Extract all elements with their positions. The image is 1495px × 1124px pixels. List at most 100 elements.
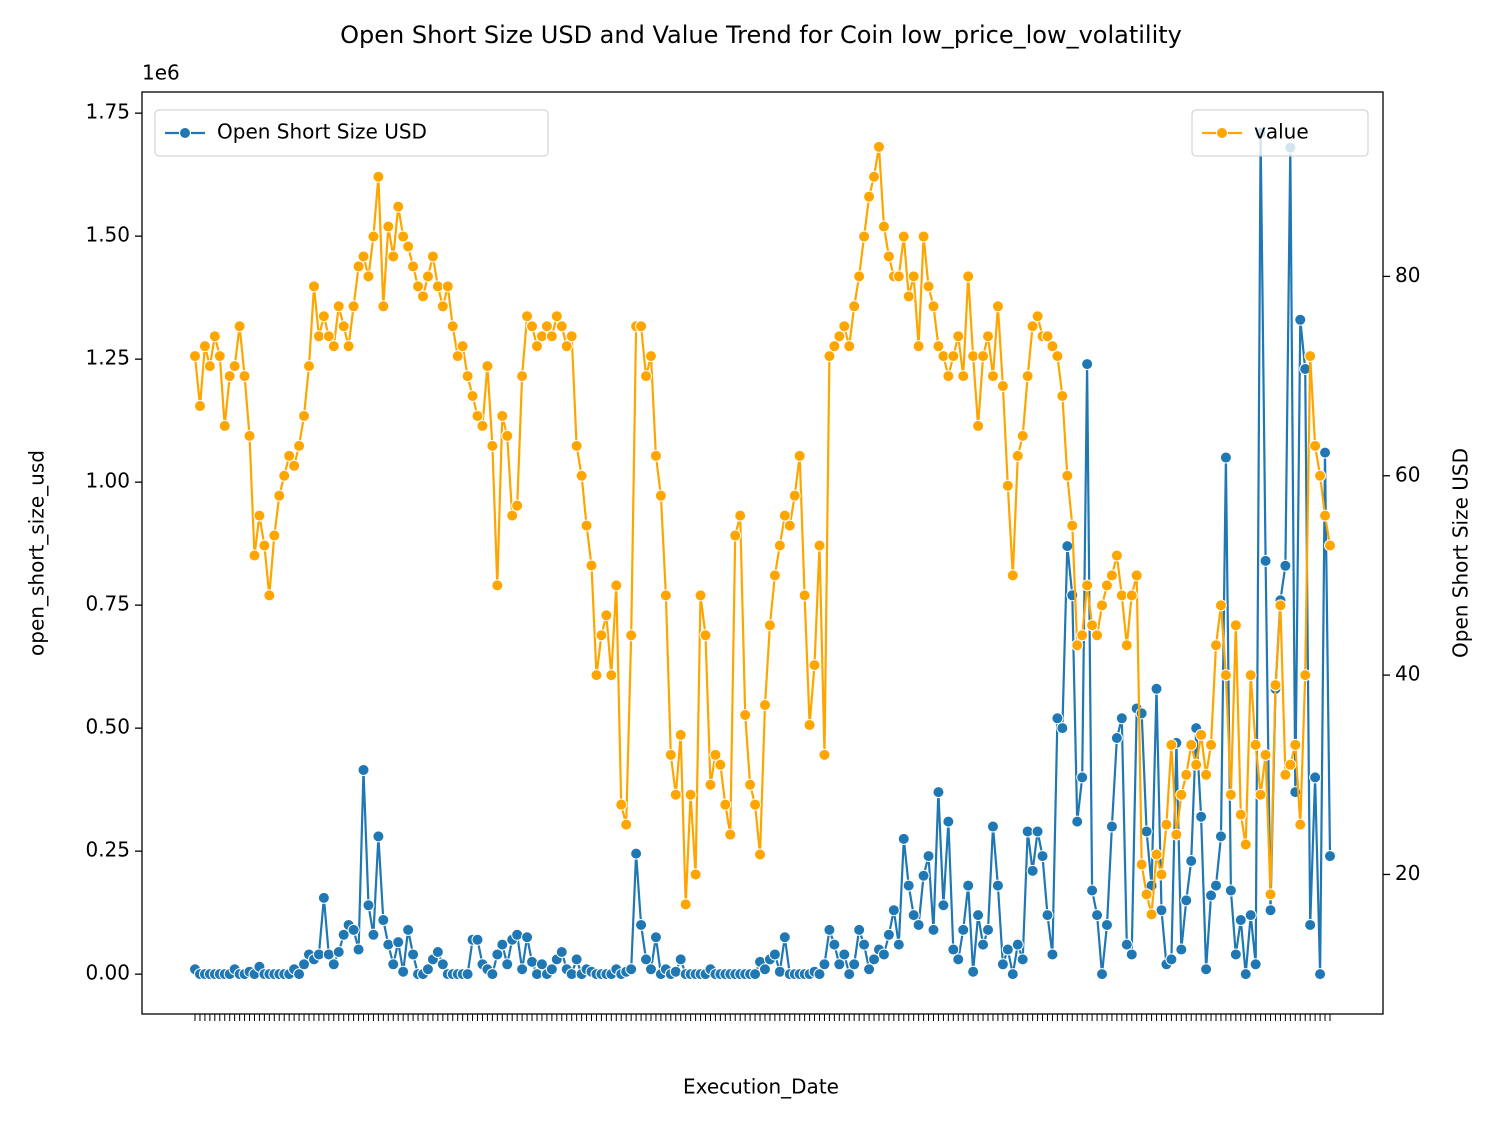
data-point (1096, 599, 1109, 612)
data-point (897, 832, 910, 845)
data-point (511, 499, 524, 512)
data-point (858, 230, 871, 243)
data-point (1125, 948, 1138, 961)
data-point (1125, 589, 1138, 602)
data-point (1314, 968, 1327, 981)
data-point (630, 847, 643, 860)
data-point (902, 879, 915, 892)
data-point (620, 818, 633, 831)
data-point (362, 899, 375, 912)
data-point (213, 350, 226, 363)
data-point (1324, 850, 1336, 863)
data-point (982, 330, 995, 343)
data-point (749, 798, 762, 811)
data-point (1016, 429, 1029, 442)
data-point (635, 320, 648, 333)
data-point (887, 904, 900, 917)
data-point (763, 619, 776, 632)
data-point (947, 350, 960, 363)
data-point (1021, 825, 1034, 838)
data-point (1120, 639, 1133, 652)
y-tick-label: 1.00 (85, 469, 130, 493)
data-point (882, 250, 895, 263)
data-point (550, 310, 563, 323)
y-tick-label: 0.50 (85, 715, 130, 739)
data-point (1001, 943, 1014, 956)
data-point (402, 923, 415, 936)
data-point (922, 850, 935, 863)
data-point (689, 868, 702, 881)
data-point (1244, 669, 1257, 682)
data-point (362, 270, 375, 283)
data-point (397, 965, 410, 978)
data-point (922, 280, 935, 293)
data-point (1086, 619, 1099, 632)
y-tick-label: 1.50 (85, 223, 130, 247)
data-point (526, 320, 539, 333)
data-point (1135, 858, 1148, 871)
data-point (778, 509, 791, 522)
data-point (798, 589, 811, 602)
data-point (347, 923, 360, 936)
y-offset-label: 1e6 (142, 61, 180, 85)
data-point (1319, 446, 1332, 459)
data-point (535, 330, 548, 343)
data-point (803, 718, 816, 731)
chart-title: Open Short Size USD and Value Trend for … (340, 21, 1182, 49)
data-point (441, 280, 454, 293)
legend-marker (1216, 127, 1228, 139)
data-point (758, 963, 771, 976)
data-point (426, 250, 439, 263)
data-point (347, 300, 360, 313)
data-point (1081, 358, 1094, 371)
data-point (917, 869, 930, 882)
data-point (1324, 539, 1336, 552)
data-point (833, 330, 846, 343)
data-point (1021, 370, 1034, 383)
data-point (1110, 549, 1123, 562)
data-point (575, 469, 588, 482)
y2-tick-label: 40 (1395, 662, 1420, 686)
data-point (937, 350, 950, 363)
data-point (1086, 884, 1099, 897)
y-axis-label: open_short_size_usd (25, 450, 49, 656)
data-point (298, 409, 311, 422)
data-point (709, 748, 722, 761)
data-point (392, 200, 405, 213)
data-point (907, 909, 920, 922)
data-point (412, 280, 425, 293)
data-point (545, 963, 558, 976)
data-point (986, 820, 999, 833)
data-point (1056, 390, 1069, 403)
data-point (1304, 918, 1317, 931)
data-point (1200, 768, 1213, 781)
data-point (1264, 904, 1277, 917)
data-point (996, 958, 1009, 971)
data-point (729, 529, 742, 542)
data-point (1011, 449, 1024, 462)
data-point (1249, 958, 1262, 971)
data-point (506, 509, 519, 522)
data-point (778, 931, 791, 944)
data-point (977, 938, 990, 951)
y2-tick-label: 20 (1395, 861, 1420, 885)
legend-label: value (1254, 120, 1309, 144)
data-point (352, 943, 365, 956)
data-point (1115, 712, 1128, 725)
data-point (694, 589, 707, 602)
data-point (560, 340, 573, 353)
data-point (937, 899, 950, 912)
data-point (327, 958, 340, 971)
data-point (996, 380, 1009, 393)
data-point (669, 788, 682, 801)
data-point (754, 848, 767, 861)
data-point (570, 953, 583, 966)
data-point (863, 963, 876, 976)
data-point (293, 968, 306, 981)
data-point (1229, 619, 1242, 632)
data-point (565, 968, 578, 981)
data-point (189, 350, 201, 363)
data-point (322, 330, 335, 343)
data-point (843, 340, 856, 353)
